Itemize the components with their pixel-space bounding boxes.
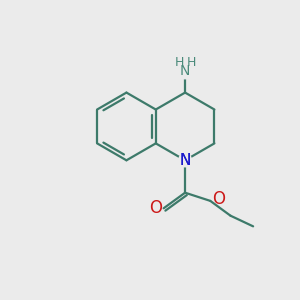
Text: O: O — [212, 190, 225, 208]
Circle shape — [174, 56, 196, 79]
Text: O: O — [149, 199, 162, 217]
Text: H: H — [186, 56, 196, 69]
Circle shape — [178, 154, 192, 167]
Text: N: N — [179, 153, 191, 168]
Text: N: N — [180, 64, 190, 78]
Text: H: H — [175, 56, 184, 69]
Text: N: N — [179, 153, 191, 168]
